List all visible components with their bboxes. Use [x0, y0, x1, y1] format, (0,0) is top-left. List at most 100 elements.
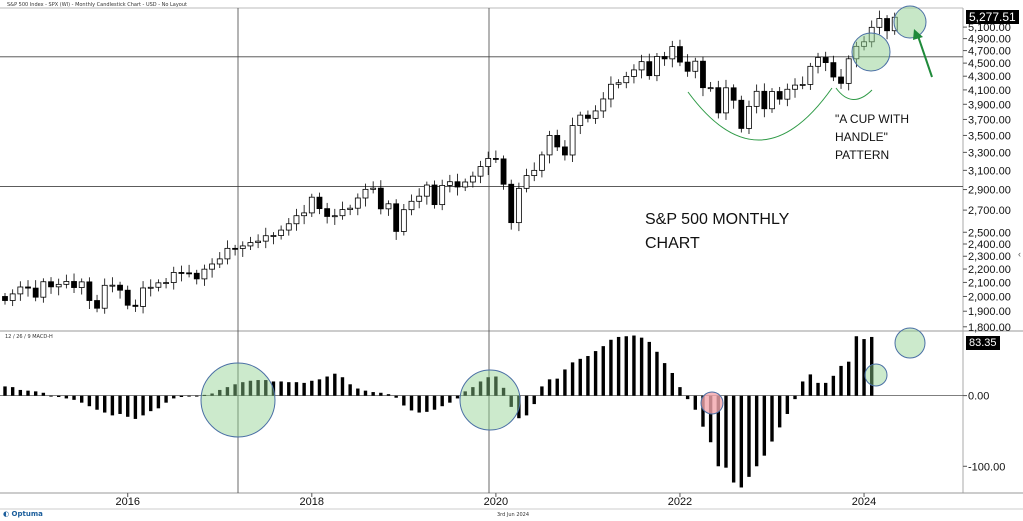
- price-candle: [124, 285, 131, 310]
- macd-bar: [325, 376, 329, 396]
- price-candle: [55, 278, 62, 296]
- price-candle: [347, 204, 354, 216]
- macd-bar: [202, 394, 207, 396]
- price-candles: [2, 10, 898, 314]
- candle-body: [232, 247, 239, 250]
- macd-bar: [294, 382, 299, 396]
- candle-body: [562, 146, 568, 156]
- macd-bar: [632, 335, 636, 396]
- candle-body: [439, 185, 446, 206]
- candle-body: [370, 187, 377, 190]
- candle-body: [638, 61, 645, 71]
- price-candle: [431, 180, 438, 209]
- macd-bar: [3, 386, 7, 396]
- price-candle: [600, 92, 607, 118]
- macd-bar: [747, 395, 751, 477]
- price-candle: [677, 39, 683, 67]
- macd-bar: [777, 395, 782, 428]
- candle-body: [331, 215, 338, 218]
- price-candle: [608, 76, 614, 108]
- price-candle: [615, 79, 622, 89]
- macd-bar: [739, 395, 744, 488]
- price-candle: [585, 110, 591, 123]
- candle-body: [278, 229, 285, 236]
- candle-body: [669, 46, 676, 60]
- price-candle: [163, 277, 169, 289]
- price-candle: [285, 218, 292, 236]
- candle-body: [692, 60, 699, 72]
- macd-bar: [110, 395, 115, 416]
- candle-body: [707, 87, 714, 90]
- macd-bar: [716, 395, 721, 467]
- candle-body: [86, 281, 93, 301]
- candle-body: [124, 289, 131, 306]
- candle-body: [32, 287, 39, 298]
- time-tick-label: 2022: [668, 496, 692, 508]
- candle-body: [186, 272, 192, 275]
- candle-body: [209, 263, 215, 270]
- candle-body: [347, 207, 354, 210]
- macd-bar: [639, 337, 644, 396]
- price-candle: [876, 10, 883, 35]
- macd-bar: [233, 384, 237, 396]
- price-candle: [9, 289, 16, 307]
- macd-bar: [471, 387, 475, 396]
- price-tick-label: 3,900.00: [968, 99, 1011, 111]
- price-candle: [94, 294, 100, 313]
- price-overlays: [687, 5, 933, 141]
- price-tick-label: 2,000.00: [968, 291, 1011, 303]
- macd-bar: [586, 356, 590, 396]
- optuma-logo-icon: ◐: [3, 510, 10, 518]
- macd-bar: [310, 380, 314, 396]
- macd-bar: [831, 375, 836, 396]
- price-candle: [439, 179, 446, 211]
- macd-bar: [432, 395, 437, 410]
- cup-curve: [687, 87, 833, 141]
- candle-body: [592, 110, 599, 119]
- price-candle: [730, 84, 737, 109]
- chart-caption-line2: CHART: [645, 235, 700, 252]
- candle-body: [40, 281, 47, 298]
- price-candle: [845, 55, 852, 91]
- chart-caption-line1: S&P 500 MONTHLY: [645, 211, 790, 228]
- macd-bar: [478, 381, 483, 396]
- macd-bar: [103, 395, 107, 413]
- macd-circle-small: [864, 363, 888, 387]
- price-candle: [178, 265, 185, 282]
- candle-body: [730, 87, 737, 101]
- macd-bar: [210, 393, 214, 396]
- macd-bar: [187, 395, 191, 397]
- macd-bar: [578, 358, 582, 396]
- macd-bar: [172, 395, 176, 399]
- candle-body: [63, 281, 70, 285]
- price-candle: [761, 83, 768, 118]
- candle-body: [25, 286, 31, 289]
- macd-bar: [340, 377, 345, 396]
- candle-body: [140, 287, 146, 307]
- price-tick-label: 2,500.00: [968, 227, 1011, 239]
- macd-bar: [10, 387, 15, 396]
- macd-bar: [647, 341, 651, 396]
- price-candle: [723, 79, 729, 120]
- macd-bar: [847, 361, 851, 396]
- candle-body: [423, 184, 430, 197]
- candle-body: [48, 281, 54, 288]
- macd-circle-latest: [894, 327, 926, 359]
- candle-body: [492, 158, 499, 160]
- highlight-circle-breakout: [851, 32, 891, 72]
- price-candle: [101, 278, 108, 314]
- candle-body: [9, 293, 16, 301]
- macd-bar: [823, 382, 828, 396]
- macd-tick-label: -100.00: [968, 461, 1005, 473]
- panel-collapse-icon[interactable]: ‹: [1018, 249, 1021, 259]
- price-candle: [117, 281, 123, 299]
- candle-body: [600, 98, 607, 112]
- price-candle: [2, 293, 8, 305]
- handle-curve: [835, 87, 873, 100]
- macd-bar: [870, 336, 874, 396]
- candle-body: [876, 18, 883, 28]
- macd-bar: [133, 395, 138, 419]
- price-candle: [454, 173, 461, 196]
- macd-bar: [218, 389, 222, 396]
